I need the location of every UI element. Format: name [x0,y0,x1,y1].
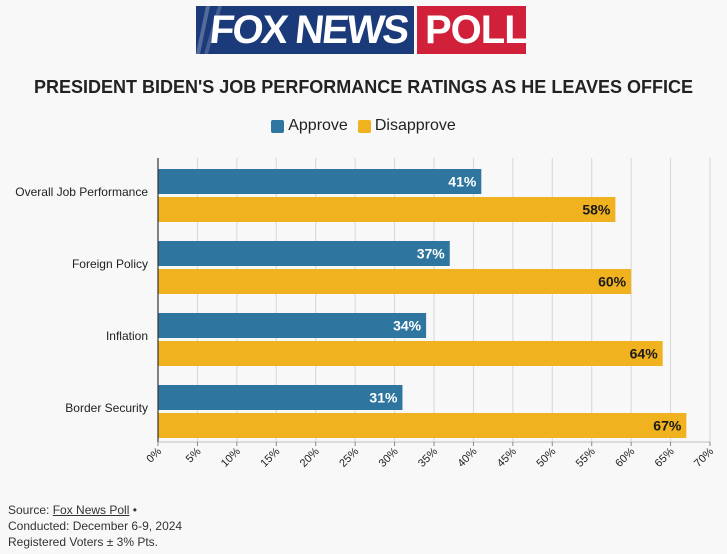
source-link[interactable]: Fox News Poll [52,503,130,517]
category-label: Foreign Policy [72,257,148,271]
data-label-disapprove: 60% [598,274,627,290]
x-tick-label: 55% [574,445,598,469]
x-tick-label: 50% [534,445,558,469]
bar-disapprove [158,413,687,438]
bar-approve [158,313,427,338]
bar-disapprove [158,197,616,222]
x-tick-label: 70% [692,445,716,469]
poll-wordmark: POLL [425,8,529,52]
bar-chart: 41% 58% Overall Job Performance 37% 60% Forei… [15,158,716,470]
source-prefix: Source: [8,503,53,517]
fox-news-poll-logo: FOX NEWS POLL [196,6,529,54]
x-tick-label: 5% [184,445,204,465]
legend-label-approve: Approve [288,117,348,134]
x-tick-label: 65% [653,445,677,469]
data-label-approve: 37% [417,246,446,262]
source-bullet: • [129,503,137,517]
x-tick-label: 15% [258,445,282,469]
poll-logo-block: POLL [417,6,529,54]
x-tick-label: 25% [337,445,361,469]
source-note: Source: Fox News Poll • Conducted: Decem… [8,502,182,550]
x-tick-label: 40% [455,445,479,469]
bar-approve [158,241,450,266]
legend-swatch-disapprove [357,119,371,133]
data-label-disapprove: 58% [582,202,611,218]
x-tick-label: 45% [495,445,519,469]
fox-news-logo-block: FOX NEWS [196,6,414,54]
category-label: Inflation [106,329,148,343]
data-label-approve: 31% [369,390,398,406]
legend-swatch-approve [271,119,285,133]
legend-item-approve: Approve [271,117,348,135]
x-tick-label: 30% [377,445,401,469]
data-label-disapprove: 67% [653,418,682,434]
chart-title: PRESIDENT BIDEN'S JOB PERFORMANCE RATING… [33,77,693,97]
data-label-approve: 34% [393,318,422,334]
conducted-dates: Conducted: December 6-9, 2024 [8,519,183,533]
bar-approve [158,385,403,410]
x-tick-label: 20% [298,445,322,469]
category-label: Overall Job Performance [15,185,148,199]
legend-item-disapprove: Disapprove [357,117,456,135]
margin-of-error: Registered Voters ± 3% Pts. [8,535,158,549]
x-tick-label: 60% [613,445,637,469]
data-label-approve: 41% [448,174,477,190]
bar-disapprove [158,341,663,366]
data-label-disapprove: 64% [630,346,659,362]
x-tick-label: 0% [144,445,164,465]
bar-disapprove [158,269,632,294]
chart-legend: Approve Disapprove [0,117,727,135]
bar-approve [158,169,482,194]
source-line: Source: Fox News Poll • [8,502,182,518]
x-tick-label: 35% [416,445,440,469]
searchlight-stripes-icon [196,6,222,54]
category-label: Border Security [65,401,148,415]
legend-label-disapprove: Disapprove [374,117,456,134]
x-tick-label: 10% [219,445,243,469]
